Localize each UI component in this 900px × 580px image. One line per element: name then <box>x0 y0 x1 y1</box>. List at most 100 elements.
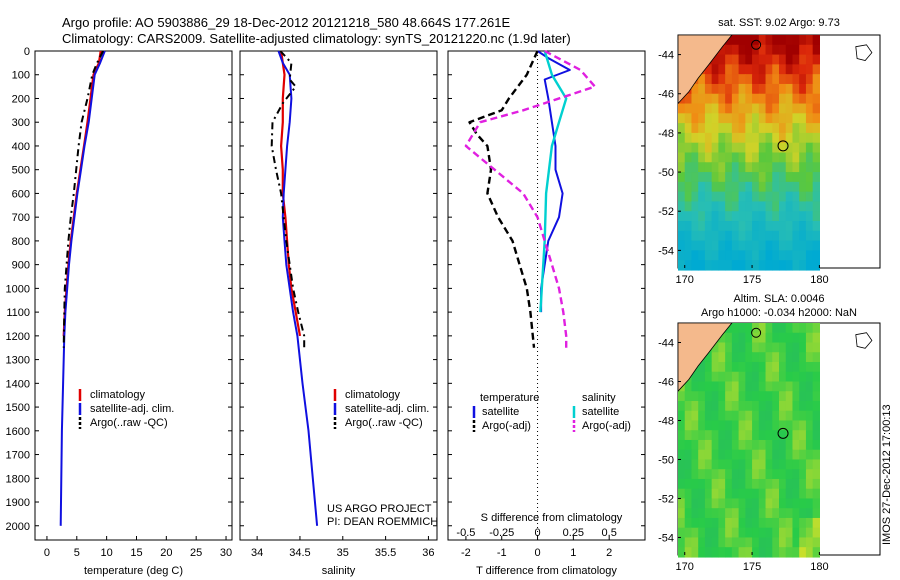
map-cell <box>725 103 733 114</box>
map-cell <box>678 103 686 114</box>
map-cell <box>772 332 780 344</box>
plot-frame <box>447 50 646 541</box>
map-cell <box>745 547 753 558</box>
map-cell <box>745 430 753 441</box>
map-cell <box>779 172 787 183</box>
map-cell <box>805 35 814 46</box>
top-tick-label: 0.5 <box>602 527 617 539</box>
map-cell <box>792 547 800 558</box>
map-cell <box>812 162 820 173</box>
map-cell <box>792 478 800 490</box>
map-cell <box>785 132 794 144</box>
map-cell <box>785 260 794 271</box>
map-cell <box>779 260 787 271</box>
map-cell <box>758 201 767 212</box>
map-cell <box>765 113 773 124</box>
map-cell <box>772 508 780 519</box>
map-cell <box>779 508 787 519</box>
map-cell <box>772 123 780 134</box>
map-cell <box>691 488 699 500</box>
map-cell <box>725 44 733 56</box>
map-cell <box>812 123 820 134</box>
map-cell <box>812 83 820 95</box>
map-cell <box>799 142 807 154</box>
map-cell <box>678 191 686 203</box>
map-cell <box>731 537 740 548</box>
map-cell <box>752 230 760 242</box>
map-cell <box>805 93 814 105</box>
map-x-tick-label: 175 <box>743 561 761 573</box>
map-cell <box>684 410 693 422</box>
map-cell <box>779 74 787 85</box>
map-cell <box>785 191 794 203</box>
y-tick-label: 700 <box>12 212 30 224</box>
map-cell <box>792 191 800 203</box>
map-title: sat. SST: 9.02 Argo: 9.73 <box>718 17 840 29</box>
map-cell <box>772 201 780 212</box>
map-cell <box>779 35 787 46</box>
map-cell <box>678 221 686 232</box>
y-tick-label: 600 <box>12 188 30 200</box>
map-cell <box>725 191 733 203</box>
map-cell <box>704 439 713 451</box>
map-cell <box>698 162 706 173</box>
map-cell <box>805 420 814 431</box>
map-cell <box>792 172 800 183</box>
map-cell <box>704 547 713 558</box>
map-cell <box>765 201 773 212</box>
map-cell <box>725 498 733 509</box>
map-cell <box>812 132 820 144</box>
map-cell <box>738 54 746 65</box>
map-cell <box>731 191 740 203</box>
x-tick-label: 2 <box>606 547 612 559</box>
map-cell <box>765 508 773 519</box>
map-cell <box>731 371 740 383</box>
map-cell <box>678 517 686 529</box>
y-tick-label: 300 <box>12 117 30 129</box>
map-cell <box>799 537 807 548</box>
map-cell <box>691 181 699 193</box>
map-cell <box>758 449 767 461</box>
map-cell <box>772 342 780 353</box>
map-cell <box>718 64 726 75</box>
map-cell <box>799 400 807 412</box>
map-cell <box>765 152 773 163</box>
map-cell <box>731 478 740 490</box>
map-cell <box>698 142 706 154</box>
map-cell <box>698 103 706 114</box>
map-y-tick-label: -44 <box>658 50 674 62</box>
map-cell <box>698 449 706 461</box>
map-cell <box>678 439 686 451</box>
map-cell <box>812 250 820 261</box>
map-cell <box>779 162 787 173</box>
map-cell <box>792 113 800 124</box>
map-cell <box>745 172 753 183</box>
map-cell <box>725 352 733 363</box>
map-cell <box>711 439 719 451</box>
legend-label: climatology <box>90 389 146 401</box>
map-cell <box>792 537 800 548</box>
map-cell <box>752 211 760 222</box>
map-cell <box>698 230 706 242</box>
map-cell <box>711 221 719 232</box>
map-cell <box>752 430 760 441</box>
y-tick-label: 0 <box>24 46 30 58</box>
map-cell <box>745 64 753 75</box>
map-cell <box>711 430 719 441</box>
map-cell <box>704 152 713 163</box>
map-cell <box>805 508 814 519</box>
map-cell <box>799 478 807 490</box>
map-cell <box>684 123 693 134</box>
map-cell <box>799 420 807 431</box>
map-cell <box>752 142 760 154</box>
map-cell <box>711 142 719 154</box>
map-cell <box>758 162 767 173</box>
map-cell <box>812 469 820 480</box>
map-cell <box>758 44 767 56</box>
map-cell <box>805 83 814 95</box>
map-cell <box>758 64 767 75</box>
title-line-2: Climatology: CARS2009. Satellite-adjuste… <box>62 31 571 46</box>
map-cell <box>785 400 794 412</box>
map-cell <box>698 469 706 480</box>
map-cell <box>704 361 713 373</box>
